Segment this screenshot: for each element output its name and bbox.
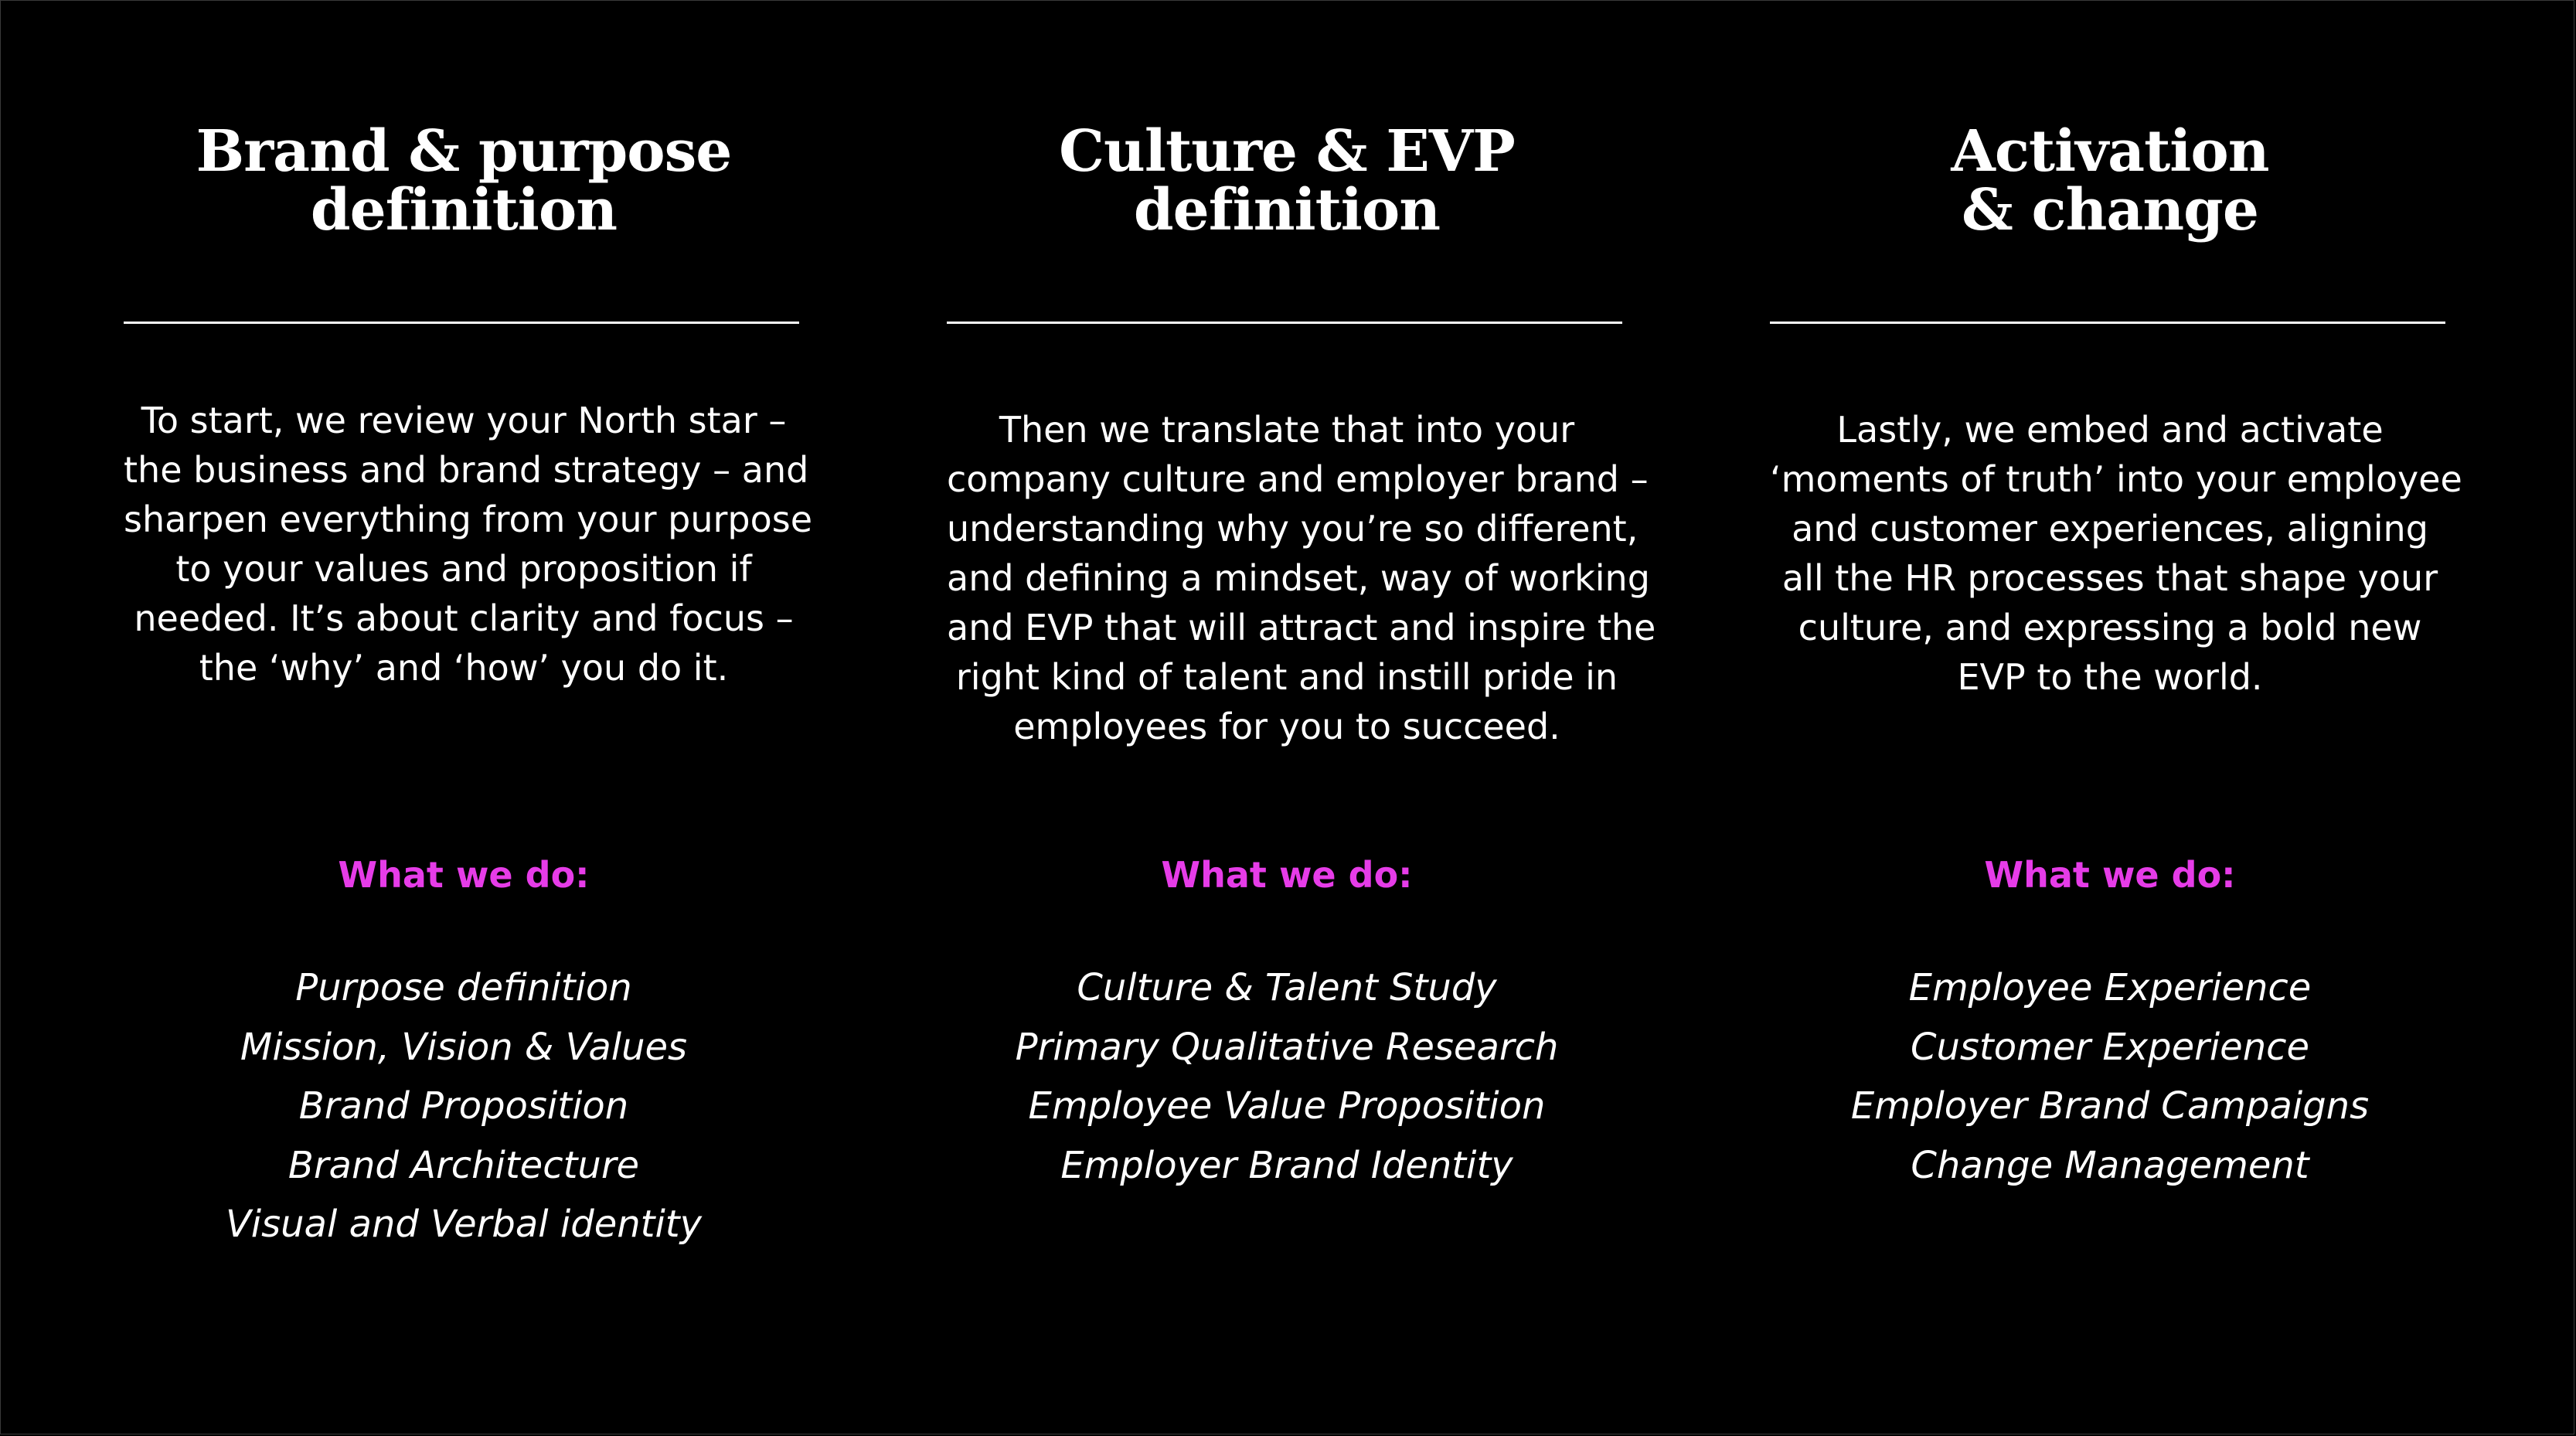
service-item: Employee Value Proposition	[1028, 1084, 1546, 1128]
service-item: Employee Experience	[1908, 966, 2312, 1009]
service-item: Culture & Talent Study	[1077, 966, 1497, 1009]
description-line: culture, and expressing a bold new	[1798, 607, 2422, 648]
description-line: needed. It’s about clarity and focus –	[134, 597, 794, 639]
service-item: Visual and Verbal identity	[225, 1203, 703, 1246]
description-line: employees for you to succeed.	[1013, 706, 1560, 747]
title-line: Activation	[1951, 118, 2269, 185]
what-we-do-heading: What we do:	[1984, 854, 2236, 896]
column-title: Culture & EVP definition	[947, 122, 1627, 240]
description-line: and customer experiences, aligning	[1792, 508, 2428, 550]
description-line: sharpen everything from your purpose	[124, 499, 813, 540]
service-item: Brand Architecture	[288, 1143, 640, 1187]
title-line: & change	[1961, 177, 2259, 243]
title-line: definition	[310, 177, 618, 243]
description-line: the business and brand strategy – and	[124, 449, 809, 491]
description-line: To start, we review your North star –	[141, 400, 787, 441]
service-item: Employer Brand Identity	[1060, 1143, 1513, 1187]
divider	[124, 322, 799, 324]
description-line: and defining a mindset, way of working	[947, 557, 1650, 599]
service-item: Purpose definition	[295, 966, 632, 1009]
services-list: Employee Experience Customer Experience …	[1770, 958, 2450, 1195]
services-list: Culture & Talent Study Primary Qualitati…	[947, 958, 1627, 1195]
description-line: the ‘why’ and ‘how’ you do it.	[199, 647, 729, 689]
description-line: Lastly, we embed and activate	[1836, 409, 2384, 451]
service-item: Primary Qualitative Research	[1015, 1025, 1559, 1069]
description-line: and EVP that will attract and inspire th…	[947, 607, 1656, 648]
column-description: Then we translate that into your company…	[947, 405, 1656, 751]
divider	[947, 322, 1622, 324]
divider	[1770, 322, 2445, 324]
description-line: to your values and proposition if	[175, 548, 752, 590]
description-line: understanding why you’re so different,	[947, 508, 1638, 550]
column-activation-change: Activation & change Lastly, we embed and…	[1770, 0, 2462, 1436]
description-line: right kind of talent and instill pride i…	[955, 656, 1618, 698]
column-culture-evp: Culture & EVP definition Then we transla…	[947, 0, 1656, 1436]
title-line: definition	[1133, 177, 1441, 243]
description-line: Then we translate that into your	[999, 409, 1575, 451]
column-description: Lastly, we embed and activate ‘moments o…	[1770, 405, 2462, 702]
service-item: Mission, Vision & Values	[240, 1025, 688, 1069]
title-line: Brand & purpose	[196, 118, 733, 185]
service-item: Employer Brand Campaigns	[1850, 1084, 2370, 1128]
services-list: Purpose definition Mission, Vision & Val…	[124, 958, 804, 1254]
service-item: Customer Experience	[1910, 1025, 2310, 1069]
description-line: company culture and employer brand –	[947, 458, 1649, 500]
what-we-do-heading: What we do:	[1161, 854, 1413, 896]
column-brand-purpose: Brand & purpose definition To start, we …	[124, 0, 813, 1436]
description-line: all the HR processes that shape your	[1781, 557, 2438, 599]
service-item: Change Management	[1911, 1143, 2309, 1187]
description-line: ‘moments of truth’ into your employee	[1770, 458, 2462, 500]
column-title: Activation & change	[1770, 122, 2450, 240]
what-we-do-heading: What we do:	[338, 854, 590, 896]
column-description: To start, we review your North star – th…	[124, 396, 813, 692]
service-item: Brand Proposition	[298, 1084, 629, 1128]
column-title: Brand & purpose definition	[124, 122, 804, 240]
description-line: EVP to the world.	[1957, 656, 2263, 698]
title-line: Culture & EVP	[1059, 118, 1516, 185]
